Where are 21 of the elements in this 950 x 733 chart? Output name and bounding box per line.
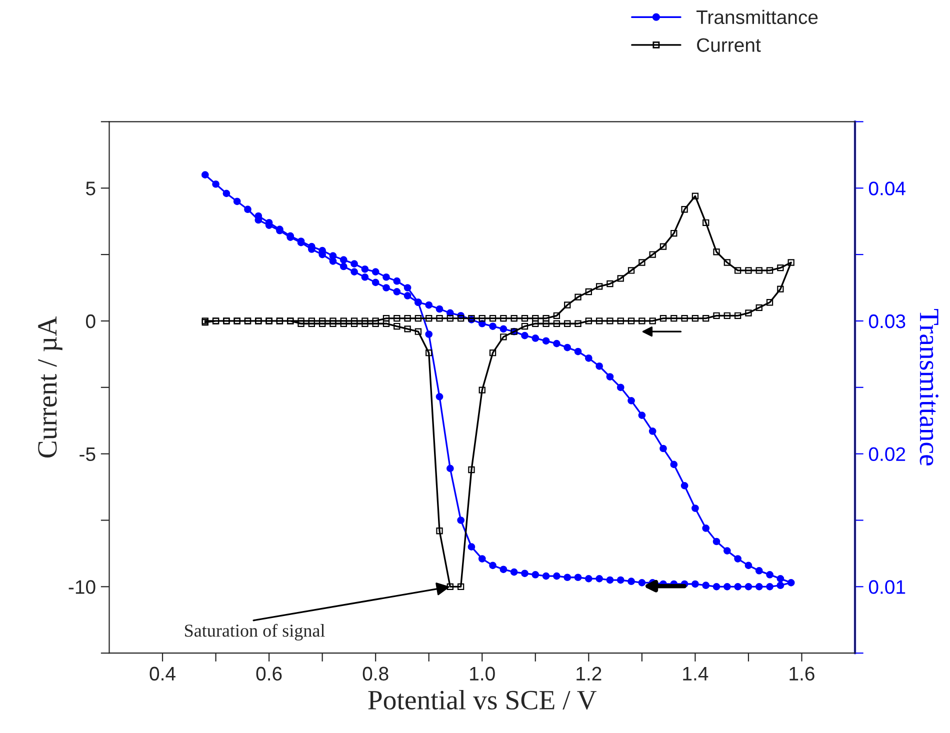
- legend-label: Current: [697, 38, 761, 52]
- x-tick-label: 0.4: [150, 666, 176, 681]
- y-tick-label: 5: [86, 182, 96, 196]
- y2-tick-label: 0.03: [868, 314, 906, 328]
- x-tick-label: 0.8: [362, 666, 388, 681]
- annotation: Saturation of signal: [185, 624, 325, 640]
- y2-tick-label: 0.01: [868, 580, 906, 594]
- y-tick-label: 0: [86, 314, 96, 328]
- x-tick-label: 1.2: [576, 666, 602, 680]
- x-tick-label: 0.6: [256, 666, 282, 681]
- legend-label: Transmittance: [696, 10, 818, 24]
- y-tick-label: -5: [80, 447, 96, 462]
- y-tick-label: -10: [68, 580, 96, 594]
- x-tick-label: 1.0: [470, 666, 495, 681]
- y2-tick-label: 0.02: [868, 447, 906, 462]
- x-tick-label: 1.4: [683, 667, 708, 680]
- x-axis-title: Potential vs SCE / V: [368, 690, 597, 710]
- y2-axis-title: Transmittance: [920, 308, 938, 466]
- y2-tick-label: 0.04: [868, 182, 906, 196]
- y-axis-title: Current / µA: [38, 316, 62, 458]
- x-tick-label: 1.6: [790, 666, 814, 681]
